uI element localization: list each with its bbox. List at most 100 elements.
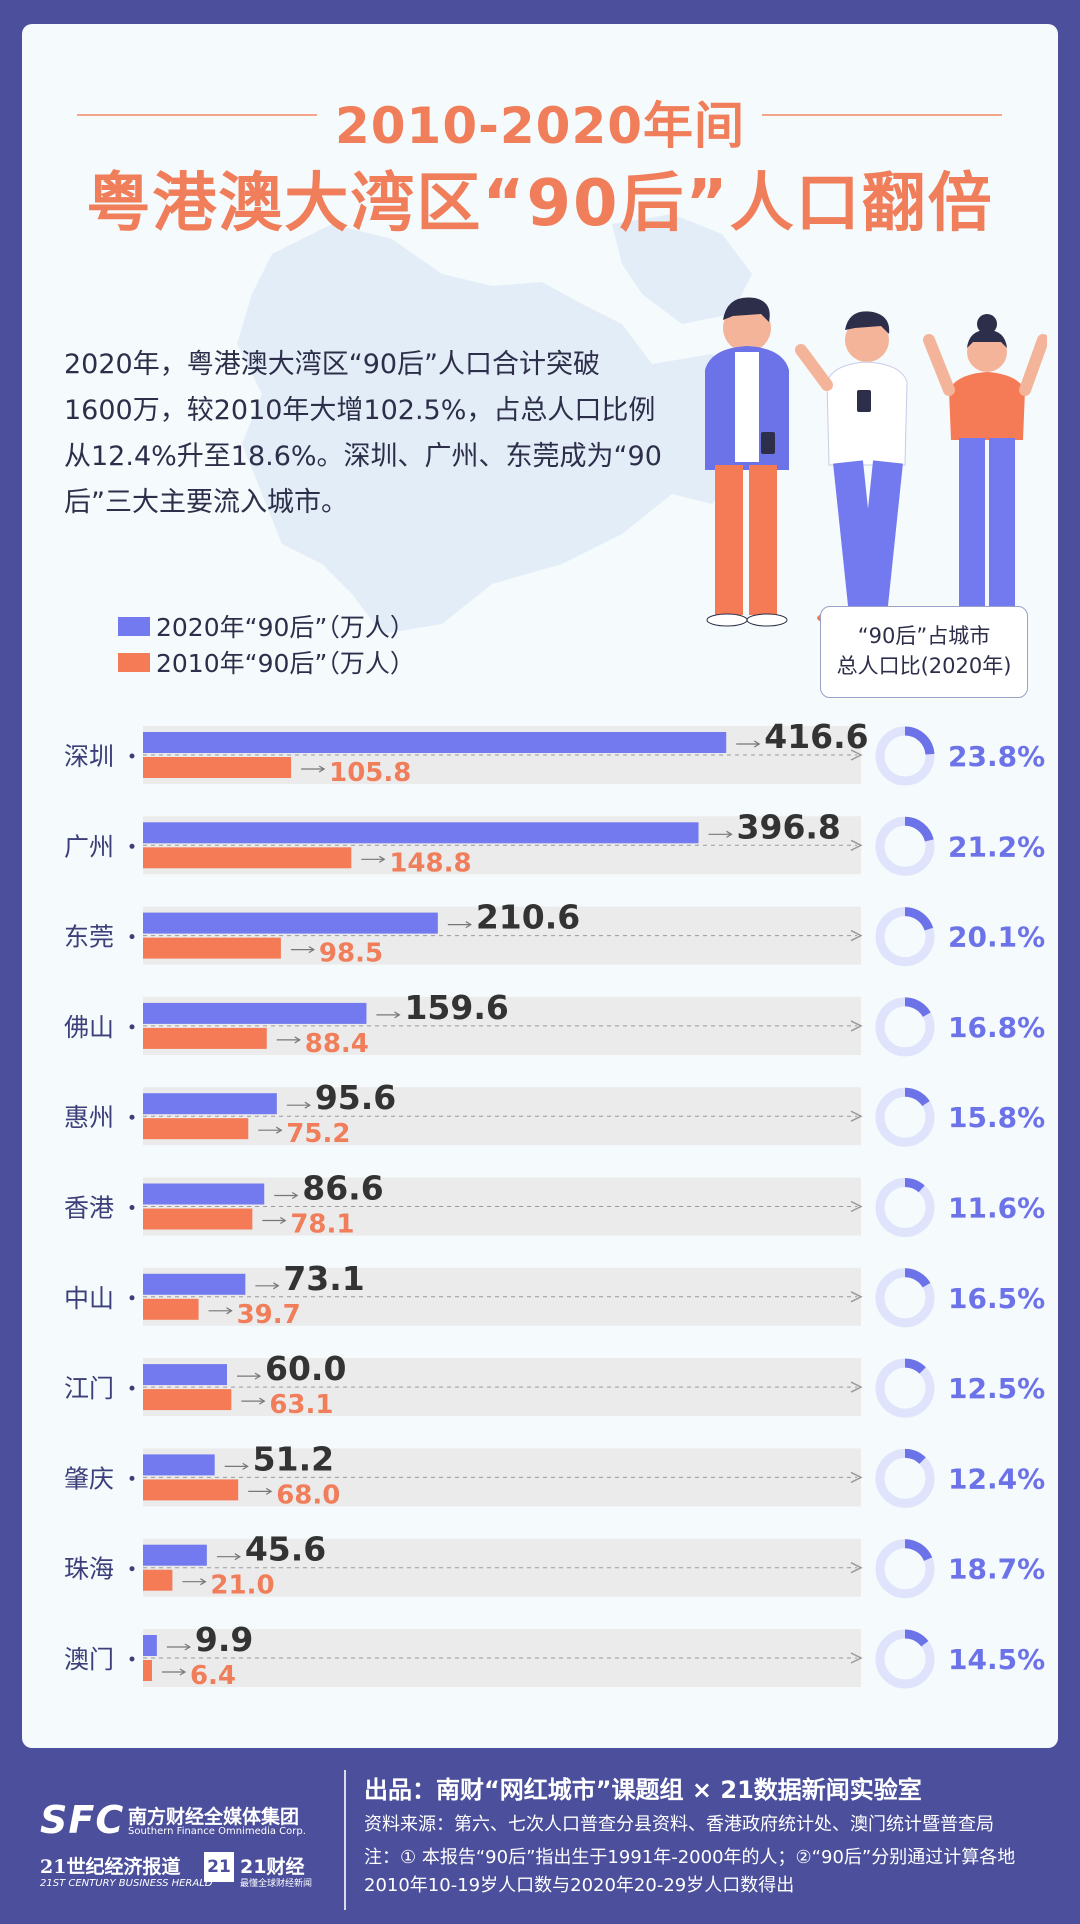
share-label: 12.5% bbox=[948, 1372, 1045, 1405]
bar-2020 bbox=[143, 1183, 265, 1205]
credit-line: 出品：南财“网红城市”课题组 × 21数据新闻实验室 bbox=[364, 1776, 922, 1804]
label-arrow-head-2020 bbox=[726, 830, 733, 838]
row-track bbox=[143, 1538, 861, 1597]
row-guide-arrow bbox=[850, 1291, 863, 1303]
person-left-figure bbox=[705, 297, 789, 627]
bar-2010 bbox=[143, 847, 352, 869]
row-guide-arrow bbox=[850, 749, 863, 761]
city-label: 中山 bbox=[64, 1284, 114, 1313]
value-label-2010: 63.1 bbox=[269, 1390, 333, 1420]
share-column-header: “90后”占城市 总人口比(2020年) bbox=[820, 606, 1028, 698]
city-label: 东莞 bbox=[64, 923, 114, 952]
share-donut-fill bbox=[875, 1629, 935, 1689]
bar-2010 bbox=[143, 937, 281, 959]
bar-2010 bbox=[143, 1389, 232, 1411]
21cf-logo: 21财经 bbox=[240, 1856, 305, 1878]
value-label-2010: 6.4 bbox=[190, 1661, 236, 1691]
row-guide-arrow bbox=[850, 839, 863, 851]
row-track bbox=[143, 1448, 861, 1507]
value-label-2020: 86.6 bbox=[302, 1169, 383, 1208]
bar-chart: 深圳 416.6 105.8 23.8% 广州 396.8 148.8 21.2% 东莞 210.… bbox=[64, 717, 1045, 1691]
row-track bbox=[143, 1629, 861, 1687]
bar-2010 bbox=[143, 1479, 239, 1501]
share-donut-fill bbox=[875, 1087, 935, 1147]
city-label: 肇庆 bbox=[64, 1464, 114, 1493]
share-donut-fill bbox=[875, 1178, 935, 1237]
label-arrow-head-2010 bbox=[179, 1668, 187, 1676]
21cbh-logo-english: 21ST CENTURY BUSINESS HERALD bbox=[40, 1878, 213, 1889]
city-label: 广州 bbox=[64, 832, 114, 861]
share-header-line2: 总人口比(2020年) bbox=[836, 654, 1012, 678]
label-arrow-head-2020 bbox=[254, 1372, 262, 1380]
legend-swatch-2020 bbox=[118, 616, 150, 636]
city-label: 澳门 bbox=[64, 1645, 114, 1674]
bar-2010 bbox=[143, 757, 292, 778]
share-label: 14.5% bbox=[948, 1643, 1045, 1676]
share-label: 12.4% bbox=[948, 1462, 1045, 1495]
row-guide-arrow bbox=[850, 1020, 863, 1032]
city-dot bbox=[129, 1024, 135, 1030]
note-text: 注：① 本报告“90后”指出生于1991年-2000年的人；②“90后”分别通过… bbox=[364, 1847, 1016, 1896]
value-label-2010: 148.8 bbox=[389, 848, 471, 878]
value-label-2020: 95.6 bbox=[315, 1078, 396, 1117]
value-label-2010: 88.4 bbox=[305, 1029, 369, 1059]
share-donut-fill bbox=[875, 816, 935, 876]
sfc-logo: SFC bbox=[40, 1798, 125, 1842]
label-arrow-head-2020 bbox=[465, 921, 473, 929]
label-arrow-head-2010 bbox=[265, 1487, 273, 1495]
bar-2020 bbox=[143, 1454, 215, 1476]
label-arrow-head-2020 bbox=[234, 1553, 242, 1561]
label-arrow-head-2020 bbox=[273, 1282, 280, 1290]
value-label-2010: 75.2 bbox=[286, 1119, 350, 1149]
label-arrow-head-2010 bbox=[308, 946, 316, 954]
legend-item-2020: 2020年“90后”（万人） bbox=[118, 608, 415, 644]
value-label-2010: 105.8 bbox=[329, 758, 411, 788]
title-rule-right bbox=[762, 114, 1002, 116]
bar-2010 bbox=[143, 1298, 199, 1320]
city-label: 江门 bbox=[64, 1374, 114, 1403]
title-period: 2010-2020年间 bbox=[334, 97, 746, 155]
label-arrow-head-2020 bbox=[291, 1191, 299, 1200]
bar-2010 bbox=[143, 1208, 253, 1230]
bar-2020 bbox=[143, 1635, 157, 1656]
label-arrow-head-2020 bbox=[394, 1011, 401, 1019]
value-label-2020: 9.9 bbox=[195, 1620, 253, 1659]
share-label: 15.8% bbox=[948, 1101, 1045, 1134]
value-label-2010: 21.0 bbox=[210, 1571, 274, 1601]
row-guide-arrow bbox=[850, 1471, 863, 1484]
city-dot bbox=[129, 843, 135, 849]
city-dot bbox=[129, 1114, 135, 1120]
legend-label-2010: 2010年“90后”（万人） bbox=[156, 649, 415, 678]
share-header-line1: “90后”占城市 bbox=[857, 624, 991, 648]
label-arrow-head-2010 bbox=[259, 1397, 266, 1405]
share-donut-fill bbox=[875, 1448, 935, 1508]
label-arrow-head-2010 bbox=[318, 765, 326, 773]
share-donut-fill bbox=[875, 1268, 935, 1328]
bar-2010 bbox=[143, 1027, 267, 1049]
share-label: 20.1% bbox=[948, 921, 1045, 954]
21cf-logo-tagline: 最懂全球财经新闻 bbox=[240, 1879, 313, 1889]
page-title: 粤港澳大湾区“90后”人口翻倍 bbox=[86, 167, 994, 241]
footer: SFC 南方财经全媒体集团 Southern Finance Omnimedia… bbox=[0, 1748, 1080, 1924]
sfc-logo-english: Southern Finance Omnimedia Corp. bbox=[128, 1826, 306, 1837]
share-donut-fill bbox=[875, 726, 935, 786]
bar-2020 bbox=[143, 1544, 207, 1566]
label-arrow-head-2010 bbox=[280, 1216, 287, 1225]
city-dot bbox=[129, 934, 135, 940]
city-dot bbox=[129, 1295, 135, 1301]
source-line: 资料来源：第六、七次人口普查分县资料、香港政府统计处、澳门统计暨普查局 bbox=[364, 1814, 994, 1835]
share-label: 18.7% bbox=[948, 1553, 1045, 1586]
bar-2010 bbox=[143, 1569, 173, 1591]
label-arrow-head-2020 bbox=[304, 1101, 312, 1109]
title-rule-left bbox=[77, 114, 317, 116]
label-arrow-head-2010 bbox=[226, 1307, 233, 1315]
bar-2020 bbox=[143, 822, 699, 844]
legend-item-2010: 2010年“90后”（万人） bbox=[118, 644, 415, 680]
legend-label-2020: 2020年“90后”（万人） bbox=[156, 613, 415, 642]
value-label-2010: 78.1 bbox=[290, 1210, 354, 1240]
row-guide-arrow bbox=[850, 1381, 863, 1393]
label-arrow-head-2020 bbox=[242, 1462, 249, 1470]
label-arrow-head-2010 bbox=[275, 1126, 283, 1134]
city-label: 珠海 bbox=[64, 1555, 114, 1584]
share-donut-track bbox=[875, 1178, 935, 1237]
